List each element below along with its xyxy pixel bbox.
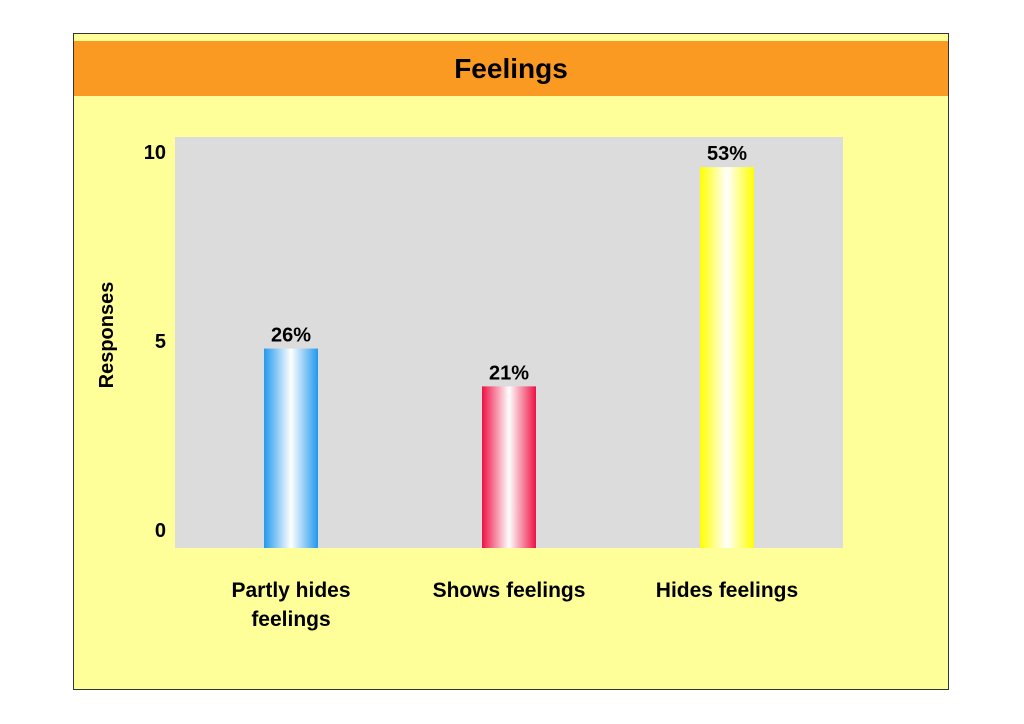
data-label-2: 53%: [707, 143, 747, 165]
data-label-0: 26%: [271, 325, 311, 347]
bar-0: [264, 348, 318, 548]
y-axis-title: Responses: [96, 282, 118, 389]
category-label-0-line-0: Partly hides: [231, 579, 350, 602]
y-tick-label-0: 0: [155, 520, 166, 542]
title-bar: Feelings: [74, 41, 948, 96]
category-label-1-line-0: Shows feelings: [433, 579, 586, 602]
bars: [264, 167, 754, 548]
category-label-2-line-0: Hides feelings: [656, 579, 798, 602]
data-labels: 26% 21% 53%: [271, 143, 747, 384]
data-label-1: 21%: [489, 362, 529, 384]
chart-title: Feelings: [454, 52, 568, 84]
category-labels: Partly hides feelings Shows feelings Hides …: [231, 579, 798, 631]
y-tick-label-1: 5: [155, 331, 166, 353]
y-tick-label-2: 10: [144, 142, 166, 164]
category-label-0-line-1: feelings: [251, 608, 330, 631]
bar-1: [482, 386, 536, 548]
bar-2: [700, 167, 754, 548]
y-axis-ticks: 0 5 10: [144, 142, 166, 542]
